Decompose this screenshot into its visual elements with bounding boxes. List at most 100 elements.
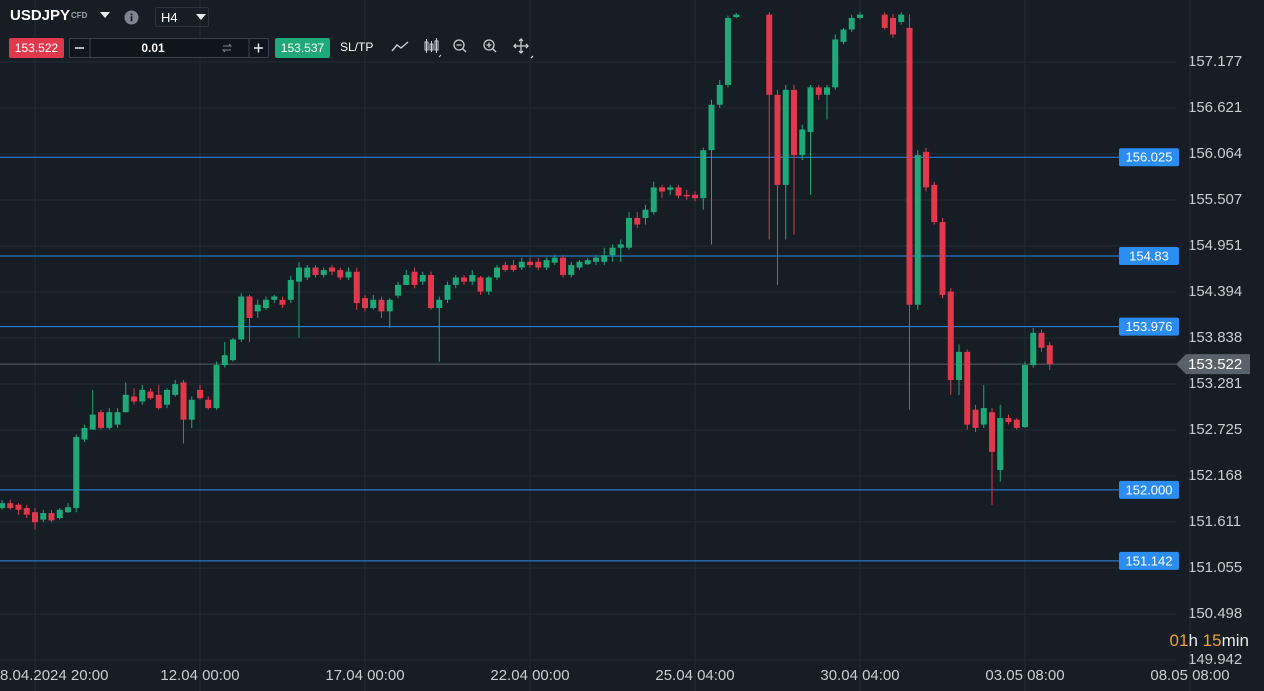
countdown-hours-unit: h [1188, 631, 1198, 650]
y-tick-label: 150.498 [1188, 605, 1242, 622]
candle-body [304, 267, 311, 278]
candle-body [923, 151, 929, 188]
candle-body [832, 39, 839, 88]
candle-body [23, 508, 30, 515]
symbol[interactable]: USDJPY [10, 7, 71, 24]
candle-body [329, 267, 335, 272]
y-tick-label: 155.507 [1188, 191, 1242, 208]
candle-body [271, 296, 278, 300]
candle-body [164, 389, 170, 405]
candle-body [296, 267, 302, 282]
buy-button[interactable]: 153.537 [275, 38, 330, 58]
candle-body [617, 244, 624, 248]
candle-body [312, 267, 319, 275]
candle-body [799, 129, 806, 156]
y-tick-label: 152.168 [1188, 467, 1242, 484]
candle-tool[interactable] [424, 38, 442, 58]
candle-body [444, 284, 451, 300]
line-chart-tool[interactable] [391, 41, 409, 52]
sell-button[interactable]: 153.522 [9, 38, 64, 58]
candle-body [510, 265, 517, 271]
y-tick-label: 153.281 [1188, 375, 1242, 392]
candle-body [700, 150, 707, 199]
info-icon[interactable] [124, 10, 139, 25]
candle-body [246, 296, 253, 318]
candle-body [40, 513, 47, 520]
candle-body [279, 299, 286, 305]
candle-body [419, 274, 426, 282]
chart-tools [391, 38, 534, 59]
timeframe: H4 [161, 10, 178, 25]
candle-body [114, 412, 121, 425]
level-tag [1119, 148, 1179, 167]
candle-body [1005, 417, 1012, 423]
lot-size: 0.01 [141, 41, 165, 55]
candle-body [675, 187, 682, 196]
x-tick-label: 8.04.2024 20:00 [0, 667, 108, 684]
candle-body [221, 355, 228, 366]
candle-body [411, 271, 418, 285]
pan-tool[interactable] [513, 38, 534, 59]
x-tick-label: 22.04 00:00 [490, 667, 569, 684]
candle-body [386, 299, 393, 312]
candle-body [989, 412, 995, 452]
candle-body [848, 17, 855, 30]
candle-body [197, 389, 203, 399]
candle-body [188, 399, 195, 420]
candle-body [213, 365, 220, 409]
candle-body [791, 89, 797, 156]
timeframe-select[interactable]: H4 [155, 7, 209, 27]
candle-body [205, 399, 212, 409]
dropdown-arrow [196, 14, 206, 20]
candle-body [857, 14, 863, 18]
candle-body [733, 14, 740, 18]
y-tick-label: 156.064 [1188, 145, 1242, 162]
candle-body [626, 217, 632, 248]
candle-body [254, 304, 261, 312]
x-tick-label: 25.04 04:00 [655, 667, 734, 684]
y-tick-label: 154.394 [1188, 283, 1242, 300]
candle-body [568, 265, 575, 275]
candle-body [807, 87, 814, 133]
candle-body [972, 409, 979, 428]
candle-body [716, 84, 723, 105]
lot-controls [75, 39, 263, 57]
candle-body [840, 29, 847, 42]
candle-body [172, 384, 179, 395]
candle-body [238, 296, 245, 340]
candle-body [692, 194, 698, 199]
candle-body [461, 277, 467, 282]
level-label: 156.025 [1126, 150, 1173, 165]
countdown-minutes: 15 [1202, 631, 1222, 650]
candle-body [345, 271, 352, 278]
candle-body [766, 14, 773, 95]
y-tick-label: 151.055 [1188, 559, 1242, 576]
zoom-in[interactable] [483, 39, 497, 53]
candle-body [362, 298, 368, 309]
candle-body [89, 414, 96, 430]
candle-body [782, 89, 789, 185]
level-tag [1119, 551, 1179, 570]
price-label: 153.522 [1188, 356, 1242, 373]
sltp-button[interactable]: SL/TP [340, 40, 374, 54]
candle-body [683, 194, 690, 197]
candle-body [898, 14, 905, 23]
candle-body [378, 299, 385, 312]
candle-body [147, 391, 154, 399]
y-tick-label: 157.177 [1188, 53, 1242, 70]
y-tick-label: 152.725 [1188, 421, 1242, 438]
level-tag [1119, 480, 1179, 499]
candle-body [452, 277, 459, 285]
candle-body [535, 261, 542, 268]
candle-body [560, 257, 566, 275]
candle-body [815, 87, 822, 95]
symbol-dropdown[interactable] [100, 12, 110, 18]
candle-body [485, 277, 492, 292]
candle-body [931, 184, 938, 223]
zoom-out[interactable] [453, 39, 467, 53]
candle-body [469, 274, 476, 282]
lot-input[interactable] [69, 38, 269, 58]
candle-countdown: 01h 15min [1170, 631, 1249, 651]
candle-body [914, 155, 921, 305]
candle-body [1013, 419, 1020, 428]
